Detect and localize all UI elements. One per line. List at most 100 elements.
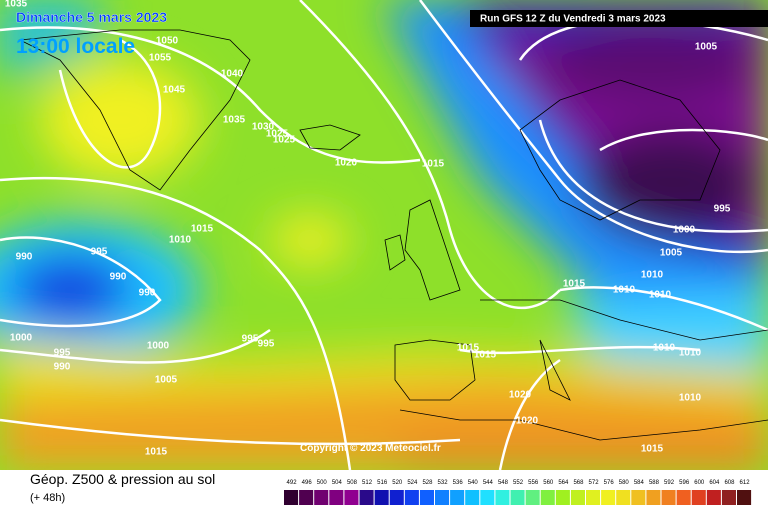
scale-label: 496 xyxy=(302,480,313,486)
isobar-label: 1025 xyxy=(266,129,289,140)
scale-swatch xyxy=(540,490,555,505)
isobar-label: 1055 xyxy=(149,53,172,64)
scale-label: 544 xyxy=(483,480,494,486)
scale-label: 596 xyxy=(679,480,690,486)
scale-swatch xyxy=(646,490,661,505)
isobar-label: 1030 xyxy=(252,122,275,133)
isobar-label: 1005 xyxy=(155,375,178,386)
scale-label: 556 xyxy=(528,480,539,486)
scale-label: 552 xyxy=(513,480,524,486)
isobar-label: 1010 xyxy=(653,343,676,354)
scale-swatch xyxy=(359,490,374,505)
footer-lead: (+ 48h) xyxy=(30,492,65,504)
isobar-label: 995 xyxy=(242,334,259,345)
isobar-label: 1015 xyxy=(457,343,480,354)
isobar-label: 995 xyxy=(258,339,275,350)
scale-swatch xyxy=(344,490,359,505)
isobar-label: 1010 xyxy=(169,235,192,246)
isobar-label: 1010 xyxy=(649,290,672,301)
scale-swatch xyxy=(465,490,480,505)
isobar-label: 1015 xyxy=(641,444,664,455)
isobar-labels: 1035105010551040104510351030102510251020… xyxy=(5,0,731,458)
scale-label: 532 xyxy=(438,480,449,486)
scale-label: 516 xyxy=(377,480,388,486)
scale-swatch xyxy=(314,490,329,505)
scale-swatch xyxy=(555,490,570,505)
scale-label: 612 xyxy=(740,480,751,486)
footer-title: Géop. Z500 & pression au sol xyxy=(30,471,215,487)
isobar-label: 1020 xyxy=(516,416,539,427)
scale-swatch xyxy=(510,490,525,505)
isobar-label: 1010 xyxy=(679,393,702,404)
scale-swatch xyxy=(616,490,631,505)
scale-swatch xyxy=(706,490,721,505)
isobar-label: 990 xyxy=(110,272,127,283)
scale-swatch xyxy=(661,490,676,505)
isobar-label: 995 xyxy=(54,348,71,359)
coastlines xyxy=(18,29,768,441)
scale-label: 592 xyxy=(664,480,675,486)
scale-swatch xyxy=(570,490,585,505)
isobar-label: 1015 xyxy=(191,224,214,235)
scale-label: 588 xyxy=(649,480,660,486)
scale-swatch xyxy=(525,490,540,505)
isobar-label: 1040 xyxy=(221,69,244,80)
scale-label: 584 xyxy=(634,480,645,486)
scale-label: 568 xyxy=(573,480,584,486)
isobar-label: 1050 xyxy=(156,36,179,47)
scale-swatch xyxy=(284,490,299,505)
scale-swatch xyxy=(374,490,389,505)
scale-swatch xyxy=(586,490,601,505)
scale-swatch xyxy=(676,490,691,505)
isobar-label: 990 xyxy=(54,362,71,373)
isobar-label: 1015 xyxy=(474,350,497,361)
scale-swatch xyxy=(601,490,616,505)
run-text: Run GFS 12 Z du Vendredi 3 mars 2023 xyxy=(480,14,666,25)
scale-label: 508 xyxy=(347,480,358,486)
isobar-label: 1000 xyxy=(10,333,33,344)
isobar-label: 1015 xyxy=(145,447,168,458)
scale-swatch xyxy=(631,490,646,505)
scale-label: 536 xyxy=(453,480,464,486)
isobar-label: 990 xyxy=(16,252,33,263)
scale-label: 576 xyxy=(604,480,615,486)
scale-swatch xyxy=(299,490,314,505)
field xyxy=(0,0,768,470)
scale-label: 524 xyxy=(407,480,418,486)
isobar-label: 1020 xyxy=(335,158,358,169)
isobar-label: 1000 xyxy=(673,225,696,236)
scale-label: 548 xyxy=(498,480,509,486)
isobar-label: 1005 xyxy=(660,248,683,259)
scale-label: 504 xyxy=(332,480,343,486)
scale-swatch xyxy=(419,490,434,505)
isobar-label: 1010 xyxy=(641,270,664,281)
isobar-label: 1045 xyxy=(163,85,186,96)
scale-swatch xyxy=(435,490,450,505)
isobars xyxy=(0,0,768,470)
isobar-label: 990 xyxy=(139,288,156,299)
isobar-label: 1020 xyxy=(509,390,532,401)
scale-swatch xyxy=(329,490,344,505)
scale-label: 572 xyxy=(589,480,600,486)
isobar-label: 995 xyxy=(91,247,108,258)
isobar-label: 1015 xyxy=(563,279,586,290)
scale-label: 604 xyxy=(709,480,720,486)
copyright: Copyright © 2023 Meteociel.fr xyxy=(300,443,441,454)
scale-label: 564 xyxy=(558,480,569,486)
isobar-label: 1025 xyxy=(273,135,296,146)
scale-swatch xyxy=(404,490,419,505)
scale-swatch xyxy=(450,490,465,505)
scale-label: 500 xyxy=(317,480,328,486)
scale-label: 528 xyxy=(422,480,433,486)
scale-swatch xyxy=(691,490,706,505)
isobar-label: 1010 xyxy=(679,348,702,359)
scale-label: 520 xyxy=(392,480,403,486)
scale-label: 608 xyxy=(724,480,735,486)
isobar-label: 1015 xyxy=(422,159,445,170)
isobar-label: 995 xyxy=(714,204,731,215)
isobar-label: 1005 xyxy=(695,42,718,53)
time-text: 13:00 locale xyxy=(16,35,135,58)
isobar-label: 1010 xyxy=(613,285,636,296)
